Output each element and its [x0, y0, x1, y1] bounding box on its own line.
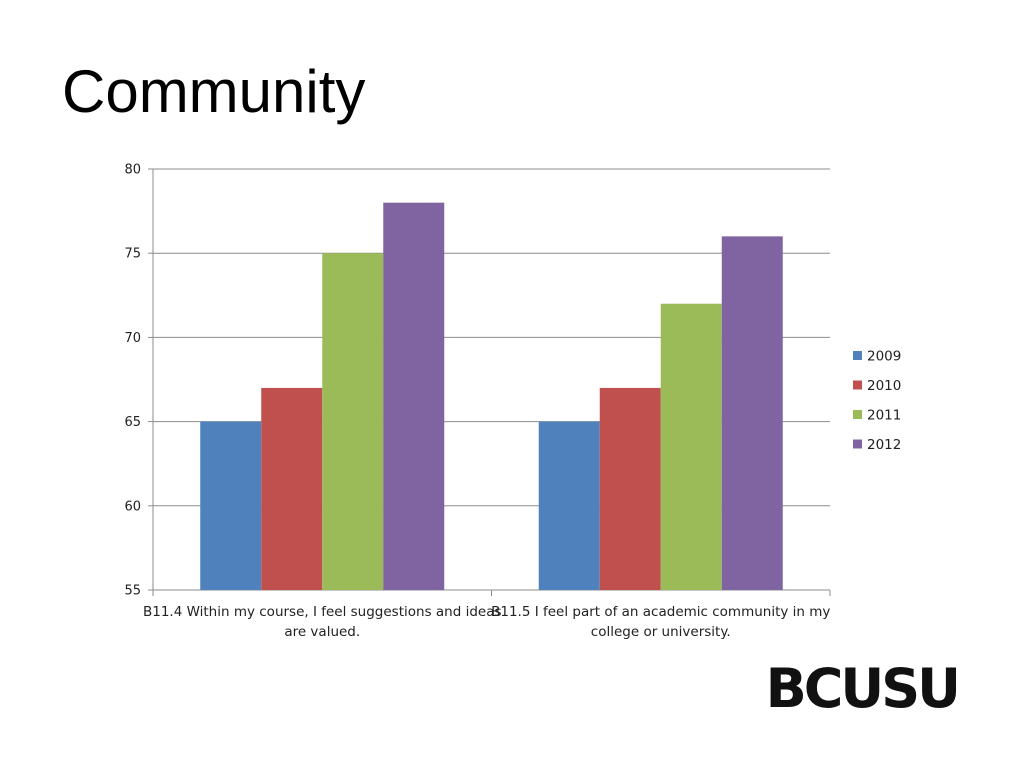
bar-2010-cat2: [599, 387, 661, 590]
axis-labels: 55 60 65 70 75 80 B11.4 Within my course, I fe…: [124, 163, 830, 641]
bar-2011-cat2: [660, 303, 722, 590]
y-tick-label: 70: [124, 331, 141, 346]
legend-label-2010: 2010: [867, 378, 901, 394]
y-tick-label: 55: [124, 584, 141, 599]
legend-label-2012: 2012: [867, 437, 901, 453]
bar-2011-cat1: [322, 253, 384, 590]
legend-label-2009: 2009: [867, 349, 901, 365]
legend-label-2011: 2011: [867, 408, 901, 424]
bars: [200, 202, 783, 591]
y-tick-label: 65: [124, 415, 141, 430]
bar-2009-cat1: [200, 421, 262, 590]
x-category-label: college or university.: [591, 624, 731, 640]
bar-2012-cat2: [721, 236, 783, 591]
bar-2009-cat2: [538, 421, 600, 590]
y-tick-label: 60: [124, 499, 141, 514]
slide-title: Community: [62, 58, 366, 125]
legend-swatch-2009: [853, 351, 862, 360]
bar-2012-cat1: [383, 202, 445, 590]
bar-2010-cat1: [261, 387, 323, 590]
y-tick-label: 75: [124, 247, 141, 262]
x-category-label: B11.5 I feel part of an academic communi…: [491, 604, 830, 620]
legend-swatch-2012: [853, 439, 862, 449]
legend-swatch-2011: [853, 410, 862, 419]
x-category-label: B11.4 Within my course, I feel suggestio…: [143, 604, 502, 620]
legend: 2009 2010 2011 2012: [853, 349, 901, 453]
x-category-label: are valued.: [284, 624, 360, 640]
y-tick-label: 80: [124, 163, 141, 178]
legend-swatch-2010: [853, 380, 862, 390]
bcusu-logo: BCUSU: [765, 657, 961, 720]
